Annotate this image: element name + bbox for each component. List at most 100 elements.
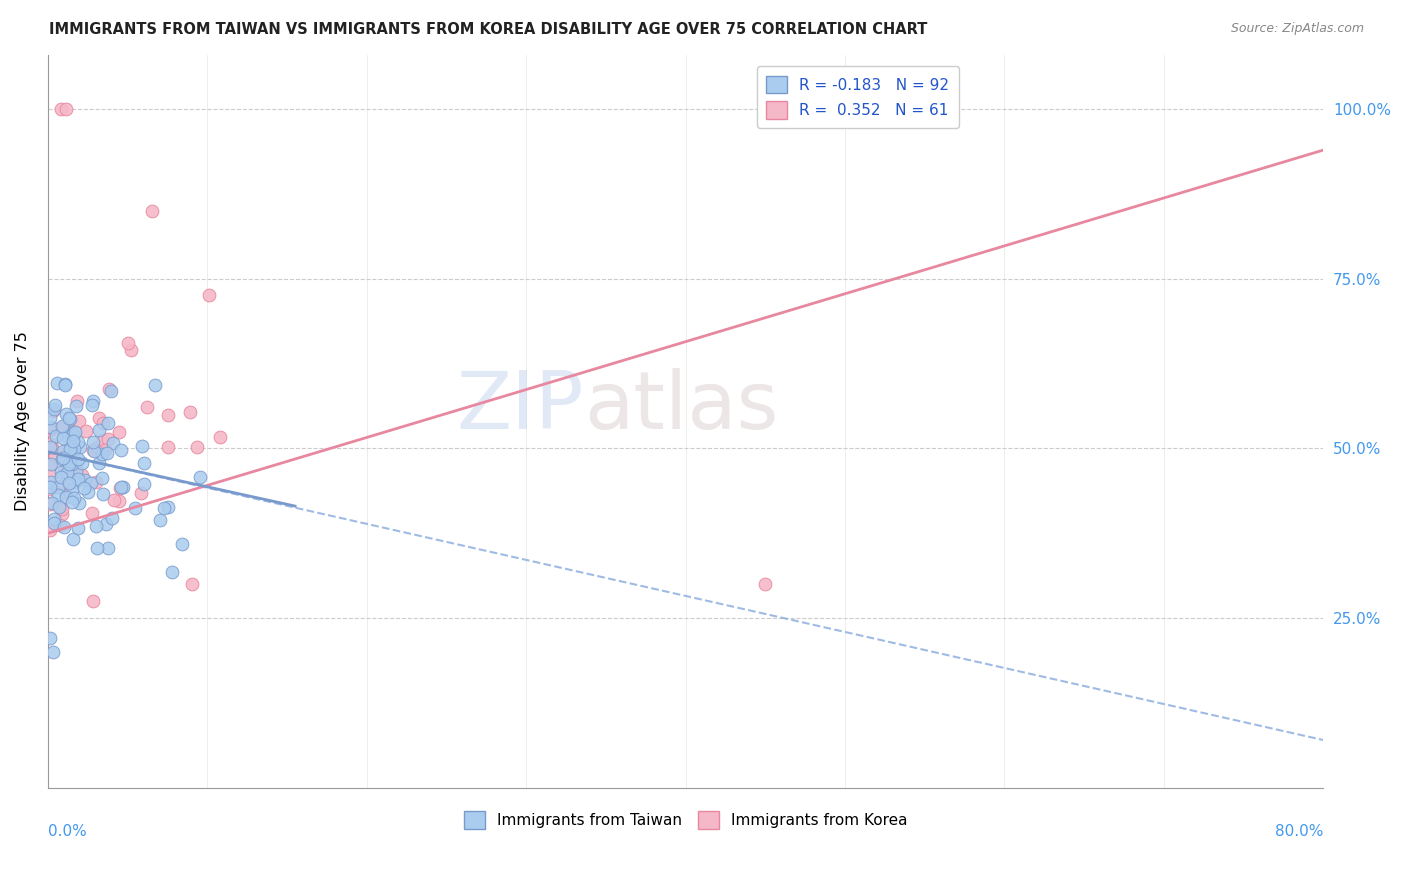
- Point: [179, 405, 201, 419]
- Point: [91, 433, 114, 447]
- Point: [52, 444, 75, 458]
- Point: [110, 480, 132, 494]
- Point: [55, 377, 77, 392]
- Point: [59, 426, 82, 441]
- Point: [56, 458, 79, 472]
- Point: [59, 442, 82, 456]
- Point: [42, 402, 65, 417]
- Point: [80, 476, 103, 491]
- Point: [67, 414, 90, 428]
- Point: [156, 440, 179, 454]
- Point: [62, 434, 84, 448]
- Point: [41, 421, 63, 435]
- Point: [94, 442, 117, 457]
- Point: [59, 412, 82, 426]
- Point: [66, 521, 89, 535]
- Text: 80.0%: 80.0%: [1275, 824, 1323, 839]
- Text: Source: ZipAtlas.com: Source: ZipAtlas.com: [1230, 22, 1364, 36]
- Point: [96, 516, 118, 531]
- Point: [82, 594, 104, 608]
- Point: [49, 470, 72, 484]
- Point: [44, 398, 66, 412]
- Point: [141, 204, 163, 219]
- Point: [180, 577, 202, 591]
- Point: [63, 442, 86, 456]
- Point: [62, 533, 84, 547]
- Point: [82, 393, 104, 408]
- Point: [97, 541, 120, 555]
- Point: [62, 427, 84, 442]
- Point: [51, 421, 73, 435]
- Point: [41, 441, 63, 455]
- Point: [143, 378, 166, 392]
- Point: [84, 518, 107, 533]
- Point: [51, 501, 73, 516]
- Point: [129, 486, 152, 500]
- Point: [156, 500, 179, 514]
- Point: [209, 430, 232, 444]
- Point: [52, 451, 75, 466]
- Point: [120, 343, 142, 358]
- Point: [38, 497, 60, 511]
- Point: [38, 423, 60, 437]
- Point: [75, 424, 97, 438]
- Point: [98, 382, 121, 396]
- Point: [58, 476, 80, 491]
- Point: [51, 508, 73, 522]
- Point: [55, 466, 77, 480]
- Point: [82, 434, 104, 449]
- Point: [66, 472, 89, 486]
- Point: [51, 479, 73, 493]
- Point: [55, 407, 77, 421]
- Point: [73, 481, 96, 495]
- Point: [51, 419, 73, 434]
- Point: [156, 408, 179, 422]
- Point: [53, 378, 76, 392]
- Point: [89, 423, 111, 437]
- Point: [188, 470, 211, 484]
- Point: [186, 440, 208, 454]
- Point: [198, 287, 221, 301]
- Point: [38, 440, 60, 454]
- Point: [42, 645, 65, 659]
- Point: [96, 446, 118, 460]
- Point: [100, 384, 122, 399]
- Point: [82, 506, 104, 520]
- Point: [160, 566, 183, 580]
- Point: [38, 632, 60, 646]
- Point: [51, 452, 73, 467]
- Text: 0.0%: 0.0%: [48, 824, 87, 839]
- Point: [39, 475, 62, 489]
- Point: [49, 103, 72, 117]
- Point: [112, 480, 135, 494]
- Point: [97, 433, 120, 447]
- Point: [60, 457, 83, 471]
- Point: [63, 425, 86, 439]
- Point: [38, 411, 60, 425]
- Point: [39, 480, 62, 494]
- Y-axis label: Disability Age Over 75: Disability Age Over 75: [15, 332, 30, 511]
- Text: atlas: atlas: [583, 368, 778, 446]
- Point: [38, 482, 60, 496]
- Point: [39, 458, 62, 472]
- Point: [52, 431, 75, 445]
- Point: [42, 512, 65, 526]
- Point: [67, 496, 90, 510]
- Point: [149, 513, 172, 527]
- Point: [110, 442, 132, 457]
- Point: [70, 468, 93, 483]
- Point: [136, 400, 159, 414]
- Point: [38, 523, 60, 537]
- Point: [84, 475, 107, 490]
- Point: [86, 541, 108, 555]
- Point: [66, 463, 89, 477]
- Point: [66, 434, 89, 449]
- Point: [49, 421, 72, 435]
- Point: [53, 484, 76, 499]
- Point: [93, 417, 115, 431]
- Point: [44, 449, 66, 463]
- Point: [59, 426, 82, 441]
- Point: [42, 516, 65, 531]
- Point: [103, 492, 125, 507]
- Point: [108, 494, 131, 508]
